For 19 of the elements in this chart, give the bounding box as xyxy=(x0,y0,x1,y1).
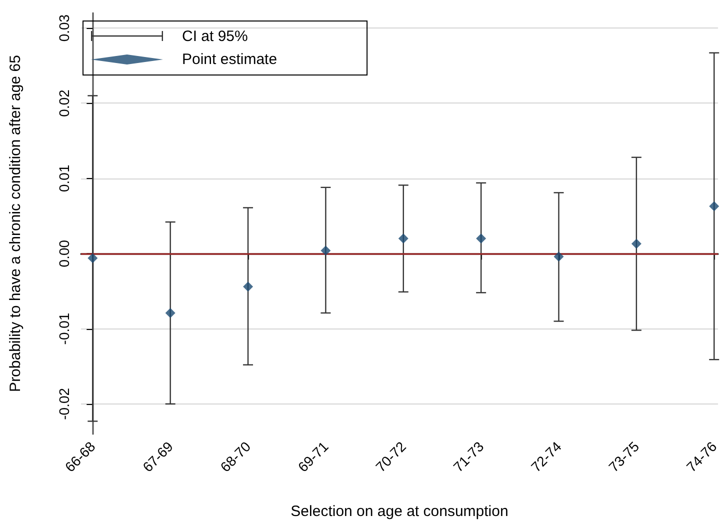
y-tick-label: -0.01 xyxy=(56,312,72,345)
y-tick-label: 0.00 xyxy=(56,240,72,268)
point xyxy=(165,308,176,318)
point xyxy=(398,234,408,244)
legend-label: Point estimate xyxy=(182,51,278,68)
point xyxy=(476,234,486,244)
point xyxy=(320,246,331,256)
point xyxy=(709,201,720,212)
y-tick-label: 0.02 xyxy=(56,89,72,117)
point xyxy=(554,252,564,262)
y-axis-title: Probability to have a chronic condition after age 65 xyxy=(7,55,24,392)
y-tick-label: 0.01 xyxy=(56,164,72,192)
point xyxy=(243,282,254,292)
y-tick-label: 0.03 xyxy=(56,14,72,42)
y-tick-label: -0.02 xyxy=(56,388,72,420)
point xyxy=(631,238,642,249)
annotation: CI at 95% xyxy=(182,28,248,45)
point xyxy=(88,253,98,264)
x-axis-title: Selection on age at consumption xyxy=(290,503,508,520)
